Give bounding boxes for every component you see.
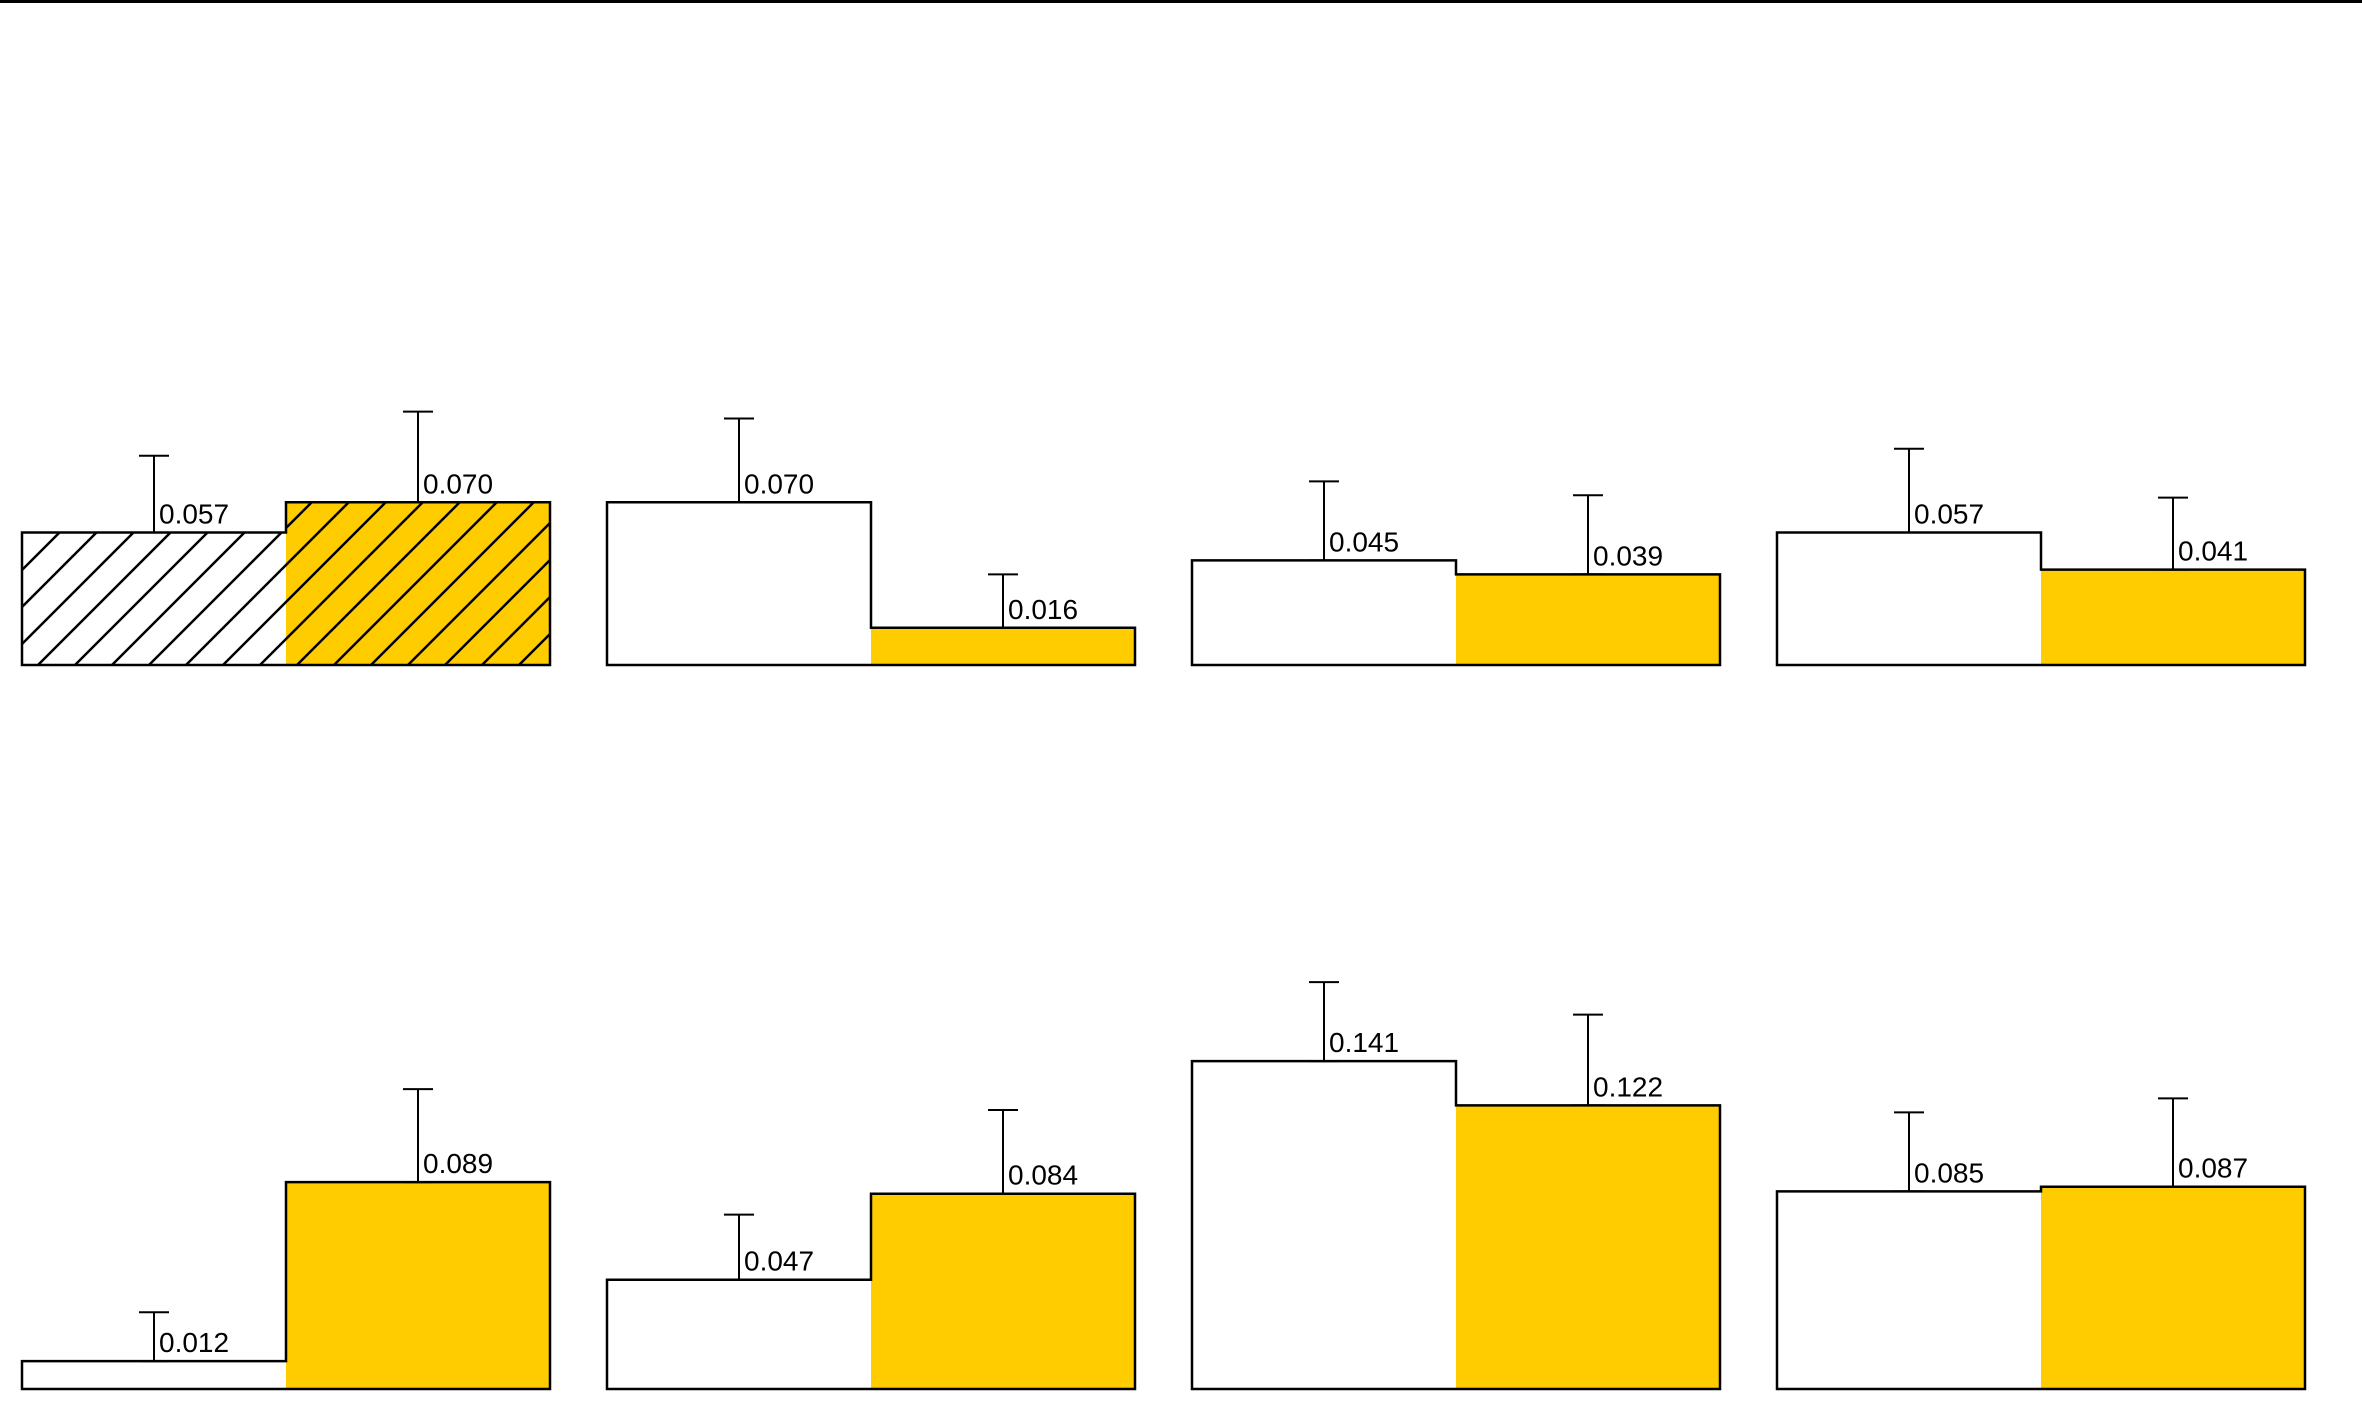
bar-left — [607, 1279, 871, 1389]
value-label-right: 0.041 — [2178, 536, 2248, 567]
value-label-right: 0.016 — [1008, 594, 1078, 625]
value-label-left: 0.057 — [1914, 498, 1984, 529]
value-label-left: 0.045 — [1329, 526, 1399, 557]
value-label-right: 0.039 — [1593, 540, 1663, 571]
bar-hatch-right — [286, 502, 550, 665]
value-label-right: 0.089 — [423, 1148, 493, 1179]
panel-1-1: 0.057 0.070 — [20, 410, 552, 667]
value-label-right: 0.087 — [2178, 1153, 2248, 1184]
value-label-left: 0.047 — [744, 1246, 814, 1277]
panel-1-4: 0.057 0.041 — [1775, 447, 2307, 667]
bar-outline — [605, 501, 1137, 667]
bar-right — [2041, 1186, 2305, 1389]
bar-outline — [1775, 1185, 2307, 1391]
value-label-left: 0.070 — [744, 468, 814, 499]
bar-outline — [20, 1180, 552, 1391]
panel-2-1: 0.012 0.089 — [20, 1088, 552, 1391]
panel-2-3: 0.141 0.122 — [1190, 981, 1722, 1391]
value-label-right: 0.122 — [1593, 1071, 1663, 1102]
bar-left — [607, 502, 871, 665]
value-label-left: 0.085 — [1914, 1157, 1984, 1188]
bar-outline — [20, 501, 552, 667]
bar-left — [1777, 1191, 2041, 1389]
value-label-left: 0.057 — [159, 498, 229, 529]
value-label-left: 0.012 — [159, 1327, 229, 1358]
panel-2-4: 0.085 0.087 — [1775, 1097, 2307, 1391]
panel-1-2: 0.070 0.016 — [605, 417, 1137, 667]
bar-left — [1192, 560, 1456, 665]
panel-2-2: 0.047 0.084 — [605, 1109, 1137, 1391]
bar-left — [22, 1361, 286, 1389]
bar-hatch-left — [22, 532, 286, 665]
bar-outline — [1190, 1059, 1722, 1391]
bar-left — [1192, 1061, 1456, 1389]
bar-right — [871, 627, 1135, 665]
bar-outline — [1190, 559, 1722, 667]
bar-right — [871, 1193, 1135, 1389]
value-label-right: 0.070 — [423, 468, 493, 499]
bar-right — [1456, 574, 1720, 665]
value-label-left: 0.141 — [1329, 1027, 1399, 1058]
bar-left — [1777, 532, 2041, 665]
bar-outline — [605, 1192, 1137, 1391]
bar-right — [2041, 569, 2305, 665]
value-label-right: 0.084 — [1008, 1160, 1078, 1191]
bar-right — [1456, 1105, 1720, 1389]
panel-1-3: 0.045 0.039 — [1190, 480, 1722, 667]
bar-right — [286, 1182, 550, 1389]
bar-outline — [1775, 531, 2307, 667]
